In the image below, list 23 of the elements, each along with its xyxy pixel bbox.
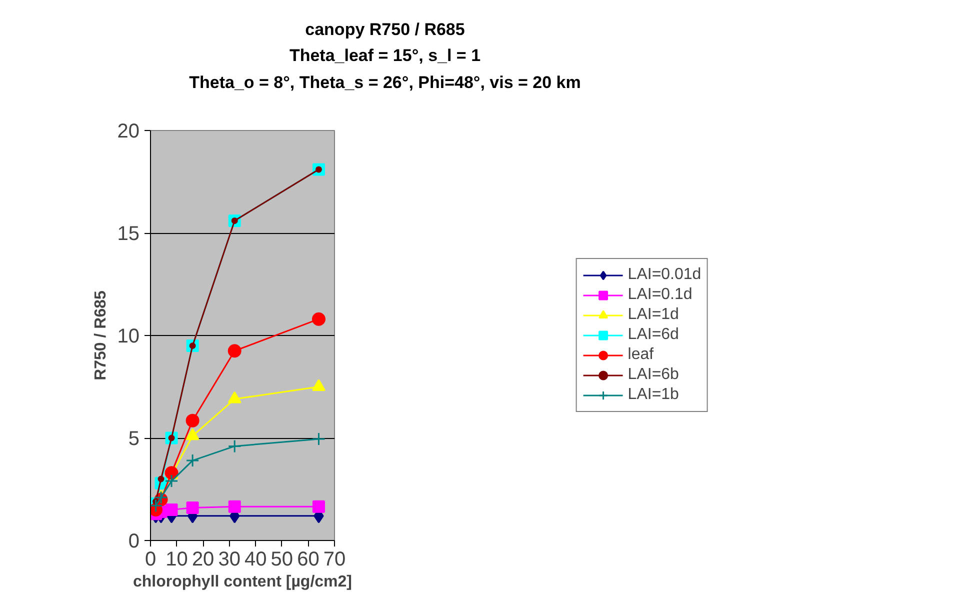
- x-tick-label: 30: [218, 548, 240, 570]
- y-tick-label: 5: [128, 428, 140, 450]
- y-tick-label: 10: [117, 326, 140, 348]
- text: canopy R750 / R685 Theta_leaf = 15°, s_l = 1 Theta_o = 8°, Theta_s = 26°, Phi=48°, vis = 20 km: [189, 19, 581, 94]
- legend-label: LAI=0.01d: [628, 266, 702, 284]
- x-axis-title: chlorophyll content [µg/cm2]: [132, 574, 352, 590]
- x-tick-label: 70: [323, 548, 346, 570]
- x-tick-label: 0: [144, 548, 156, 570]
- x-tick-label: 20: [192, 548, 214, 570]
- y-tick-label: 15: [117, 223, 140, 245]
- x-tick-label: 60: [297, 548, 320, 570]
- legend-label: LAI=1b: [628, 386, 679, 404]
- y-axis-title: R750 / R685: [92, 290, 110, 380]
- legend-label: LAI=6d: [628, 326, 679, 344]
- legend-label: LAI=1d: [628, 306, 679, 324]
- y-tick-label: 0: [128, 530, 140, 552]
- legend-label: LAI=6b: [628, 366, 679, 384]
- x-tick-label: 40: [244, 548, 267, 570]
- y-tick-label: 20: [117, 120, 140, 142]
- x-tick-label: 10: [166, 548, 188, 570]
- x-tick-label: 50: [270, 548, 294, 570]
- legend-label: LAI=0.1d: [628, 286, 692, 304]
- legend-label: leaf: [628, 346, 654, 364]
